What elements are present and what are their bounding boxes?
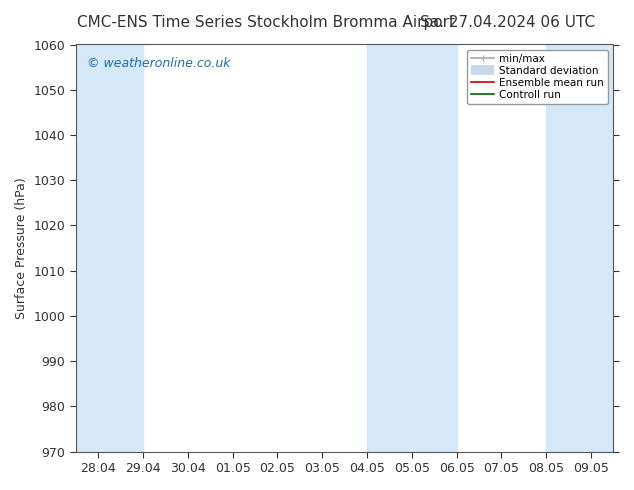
Bar <box>367 45 456 452</box>
Y-axis label: Surface Pressure (hPa): Surface Pressure (hPa) <box>15 177 28 319</box>
Legend: min/max, Standard deviation, Ensemble mean run, Controll run: min/max, Standard deviation, Ensemble me… <box>467 49 608 104</box>
Text: CMC-ENS Time Series Stockholm Bromma Airport: CMC-ENS Time Series Stockholm Bromma Air… <box>77 15 455 30</box>
Text: Sa. 27.04.2024 06 UTC: Sa. 27.04.2024 06 UTC <box>420 15 595 30</box>
Bar <box>76 45 143 452</box>
Bar <box>547 45 614 452</box>
Text: © weatheronline.co.uk: © weatheronline.co.uk <box>87 57 230 70</box>
